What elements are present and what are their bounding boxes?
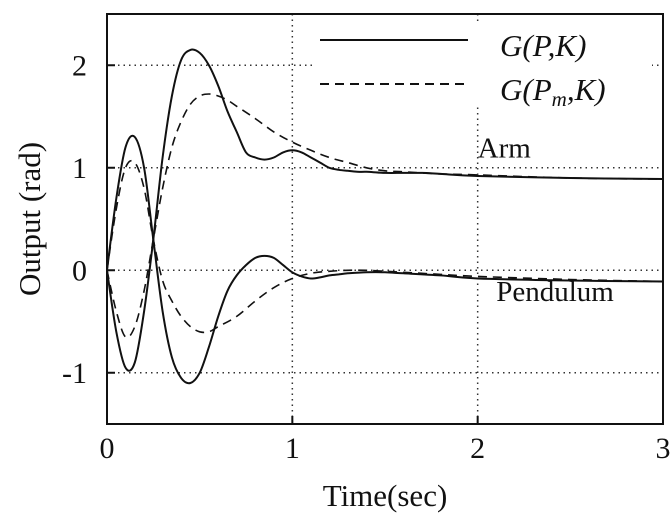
- x-tick-label: 1: [285, 432, 300, 465]
- y-tick-label: 1: [72, 152, 87, 185]
- arm-dashed-line: [106, 93, 664, 339]
- annotation-arm: Arm: [478, 133, 532, 165]
- pendulum-solid-line: [106, 134, 664, 385]
- legend: G(P,K)G(Pm,K): [312, 22, 652, 111]
- y-tick-label: 0: [72, 254, 87, 287]
- tick-labels: 0 1 2 3 -1 0 1 2: [62, 49, 670, 465]
- x-tick-label: 2: [470, 432, 485, 465]
- legend-label-main: G(P,: [500, 28, 555, 63]
- series-lines: [106, 48, 664, 385]
- y-tick-label: -1: [62, 357, 87, 390]
- legend-label-tail: K): [554, 28, 586, 63]
- y-tick-label: 2: [72, 49, 87, 82]
- annotations: Arm Pendulum: [478, 133, 615, 309]
- plot-frame: [106, 13, 664, 425]
- legend-label-main: G(P: [500, 72, 552, 107]
- legend-label: G(Pm,K): [500, 72, 606, 111]
- x-tick-label: 3: [656, 432, 670, 465]
- annotation-pendulum: Pendulum: [496, 276, 614, 308]
- x-tick-label: 0: [100, 432, 115, 465]
- x-axis-title: Time(sec): [323, 478, 448, 513]
- legend-label-tail: ,K): [567, 72, 606, 107]
- y-axis-title: Output (rad): [12, 142, 47, 296]
- pendulum-dashed-line: [106, 159, 664, 334]
- arm-solid-line: [106, 48, 664, 372]
- legend-background: [312, 22, 652, 104]
- legend-label-subscript: m: [552, 87, 567, 111]
- legend-label: G(P,K): [500, 28, 586, 63]
